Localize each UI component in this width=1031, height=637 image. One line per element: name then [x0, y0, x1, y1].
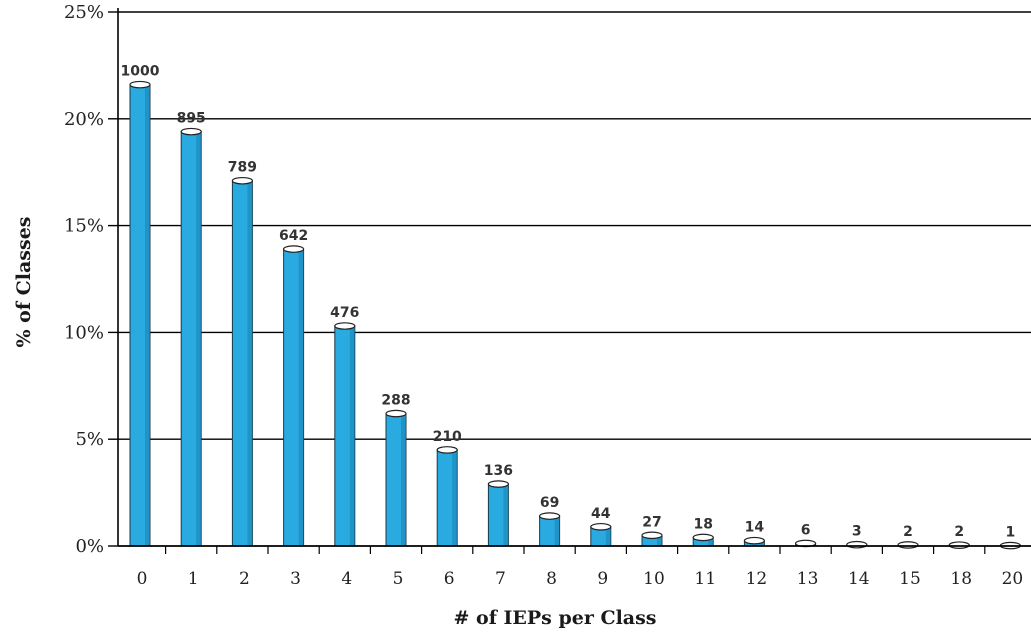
x-axis-title: # of IEPs per Class	[453, 607, 656, 629]
bar	[692, 533, 714, 547]
bar	[743, 536, 766, 547]
x-tick-label: 5	[393, 569, 404, 589]
x-tick-label: 9	[597, 569, 608, 589]
bar	[385, 409, 407, 547]
x-tick-label: 15	[899, 569, 921, 589]
bar	[436, 446, 458, 547]
x-tick-label: 10	[643, 569, 665, 589]
bars	[129, 80, 1022, 550]
data-label: 288	[381, 393, 410, 409]
data-label: 210	[433, 429, 462, 445]
data-label: 789	[228, 160, 257, 176]
y-axis-ticks: 0% 5% 10% 15% 20% 25%	[64, 2, 118, 557]
bar	[794, 539, 817, 548]
y-tick-label: 20%	[64, 109, 104, 130]
y-tick-label: 25%	[64, 2, 104, 23]
data-labels: 1000 895 789 642 476 288 210 136 69 44 27 18 14 6 3 2 2 1	[121, 64, 1016, 541]
x-tick-label: 4	[341, 569, 352, 589]
x-tick-label: 8	[546, 569, 557, 589]
x-tick-label: 12	[746, 569, 768, 589]
bar	[897, 541, 919, 549]
data-label: 27	[642, 514, 661, 530]
y-tick-label: 0%	[75, 536, 104, 557]
bar	[641, 531, 663, 547]
x-tick-label: 14	[848, 569, 870, 589]
data-label: 1000	[121, 64, 160, 80]
x-tick-label: 18	[950, 569, 972, 589]
bar	[129, 80, 151, 547]
x-tick-label: 2	[239, 569, 250, 589]
bar	[846, 540, 868, 549]
y-tick-label: 15%	[64, 216, 104, 237]
x-axis-ticks: 0 1 2 3 4 5 6 7 8 9 10 11 12 13 14 15 18 20	[137, 546, 1024, 589]
data-label: 3	[852, 524, 862, 540]
y-tick-label: 10%	[64, 322, 104, 343]
bar	[334, 322, 356, 547]
data-label: 18	[693, 516, 712, 532]
x-tick-label: 20	[1002, 569, 1024, 589]
data-label: 1	[1006, 525, 1016, 541]
data-label: 136	[484, 463, 513, 479]
x-tick-label: 3	[290, 569, 301, 589]
data-label: 476	[330, 305, 359, 321]
x-tick-label: 0	[137, 569, 148, 589]
data-label: 2	[903, 524, 913, 540]
x-tick-label: 11	[694, 569, 716, 589]
x-tick-label: 6	[444, 569, 455, 589]
bar	[231, 176, 253, 547]
data-label: 2	[954, 524, 964, 540]
data-label: 44	[591, 506, 611, 522]
bar	[283, 245, 305, 547]
y-tick-label: 5%	[75, 429, 104, 450]
y-axis-title: % of Classes	[13, 217, 35, 348]
data-label: 6	[801, 522, 811, 538]
bar	[590, 522, 612, 547]
bar	[538, 512, 561, 547]
bar	[487, 480, 509, 547]
gridlines	[118, 11, 1031, 440]
data-label: 69	[540, 495, 559, 511]
x-tick-label: 1	[188, 569, 199, 589]
x-tick-label: 7	[495, 569, 506, 589]
data-label: 895	[177, 111, 206, 127]
data-label: 642	[279, 228, 308, 244]
bar	[180, 127, 202, 547]
x-tick-label: 13	[797, 569, 819, 589]
data-label: 14	[745, 520, 765, 536]
